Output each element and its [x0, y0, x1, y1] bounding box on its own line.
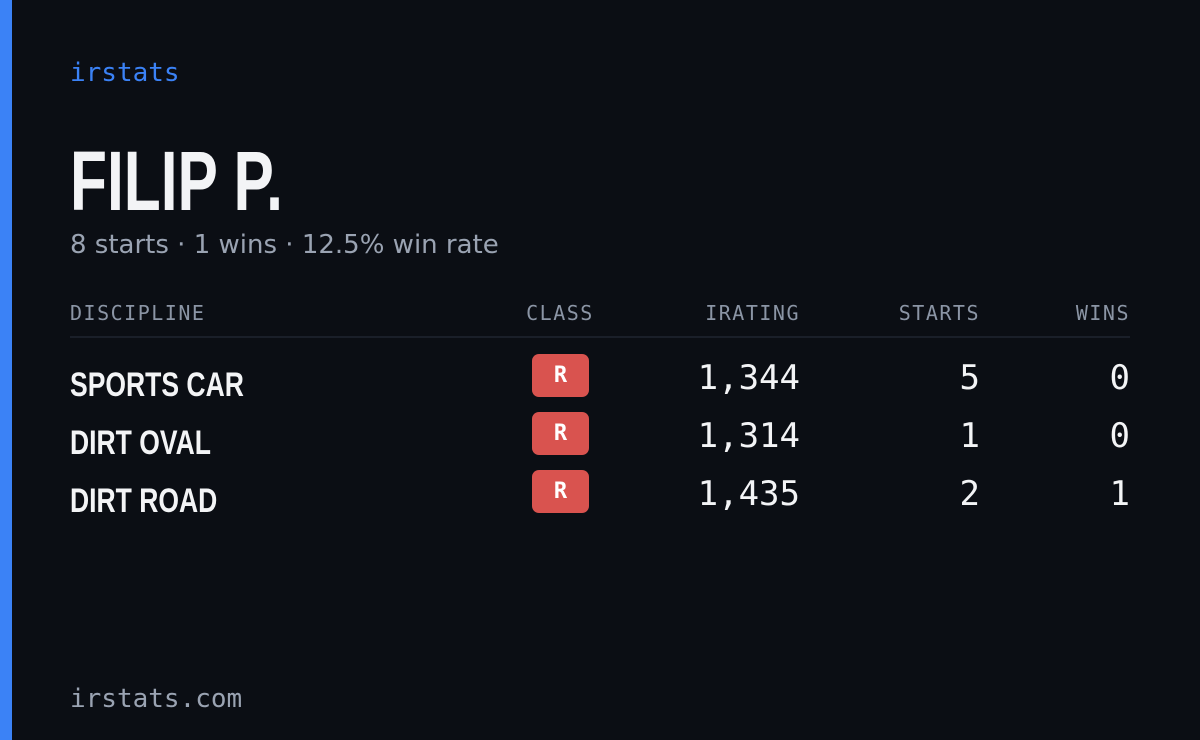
class-badge: R	[532, 354, 589, 397]
class-badge: R	[532, 470, 589, 513]
stat-cell: 1	[1109, 474, 1130, 514]
column-header: DISCIPLINE	[70, 301, 206, 325]
discipline: DIRT OVAL	[70, 424, 211, 462]
stat-cell: 0	[1109, 358, 1130, 398]
column-header: IRATING	[705, 301, 800, 325]
stat-cell: 1	[959, 416, 980, 456]
summary: 8 starts · 1 wins · 12.5% win rate	[70, 230, 499, 260]
column-header: WINS	[1075, 301, 1130, 325]
column-header: CLASS	[526, 301, 594, 325]
driver-name: FILIP P.	[70, 134, 283, 228]
brand: irstats	[70, 58, 180, 88]
stat-cell: 2	[959, 474, 980, 514]
stat-cell: 1,435	[697, 474, 800, 514]
stat-cell: 1,344	[697, 358, 800, 398]
discipline: DIRT ROAD	[70, 482, 218, 520]
header-rule	[70, 336, 1130, 338]
accent-bar	[0, 0, 12, 740]
column-header: STARTS	[898, 301, 980, 325]
class-badge: R	[532, 412, 589, 455]
stat-cell: 5	[959, 358, 980, 398]
footer-site: irstats.com	[70, 684, 243, 714]
discipline: SPORTS CAR	[70, 366, 244, 404]
stat-cell: 1,314	[697, 416, 800, 456]
stat-cell: 0	[1109, 416, 1130, 456]
